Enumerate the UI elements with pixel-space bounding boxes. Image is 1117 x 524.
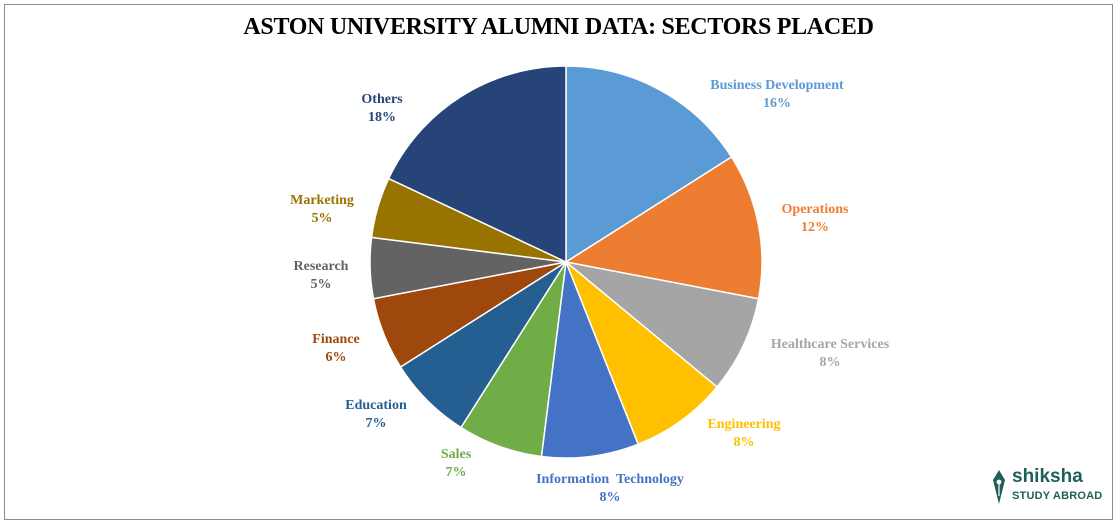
pie-slices <box>369 65 763 459</box>
pie-slice-healthcare-services <box>565 261 760 388</box>
slice-label-name: Research <box>294 259 349 274</box>
slice-label-value: 6% <box>326 350 347 365</box>
slice-label-name: Engineering <box>707 417 780 432</box>
pie-slice-engineering <box>565 261 719 446</box>
slice-label-value: 8% <box>600 490 621 505</box>
slice-label-value: 12% <box>801 220 829 235</box>
shiksha-logo: shiksha STUDY ABROAD <box>990 466 1103 510</box>
slice-label-name: Education <box>345 398 407 413</box>
slice-label-name: Sales <box>441 447 472 462</box>
logo-tagline: STUDY ABROAD <box>1012 490 1103 502</box>
slice-label-name: Healthcare Services <box>771 337 890 352</box>
slice-label-name: Marketing <box>290 193 354 208</box>
slice-label-value: 16% <box>763 96 791 111</box>
slice-label-value: 7% <box>446 465 467 480</box>
slice-label-value: 18% <box>368 110 396 125</box>
pie-slice-information-technology <box>540 261 640 459</box>
slice-label-name: Finance <box>312 332 359 347</box>
slice-label-name: Information Technology <box>536 472 684 487</box>
chart-title: ASTON UNIVERSITY ALUMNI DATA: SECTORS PL… <box>243 14 874 40</box>
slice-label-value: 8% <box>820 355 841 370</box>
slice-label-value: 8% <box>734 435 755 450</box>
slice-label-value: 7% <box>366 416 387 431</box>
pie-slice-others <box>387 65 567 264</box>
logo-brand: shiksha <box>1012 466 1083 487</box>
pie-slice-operations <box>563 155 763 300</box>
slice-label-value: 5% <box>311 277 332 292</box>
slice-label-name: Business Development <box>710 78 844 93</box>
slice-label-value: 5% <box>312 211 333 226</box>
pen-nib-icon <box>993 470 1005 504</box>
slice-label-name: Operations <box>782 202 849 217</box>
pie-labels: Business Development 16% Operations 12% Heal… <box>290 78 890 505</box>
slice-label-name: Others <box>361 92 403 107</box>
pie-slice-business-development <box>565 65 733 264</box>
